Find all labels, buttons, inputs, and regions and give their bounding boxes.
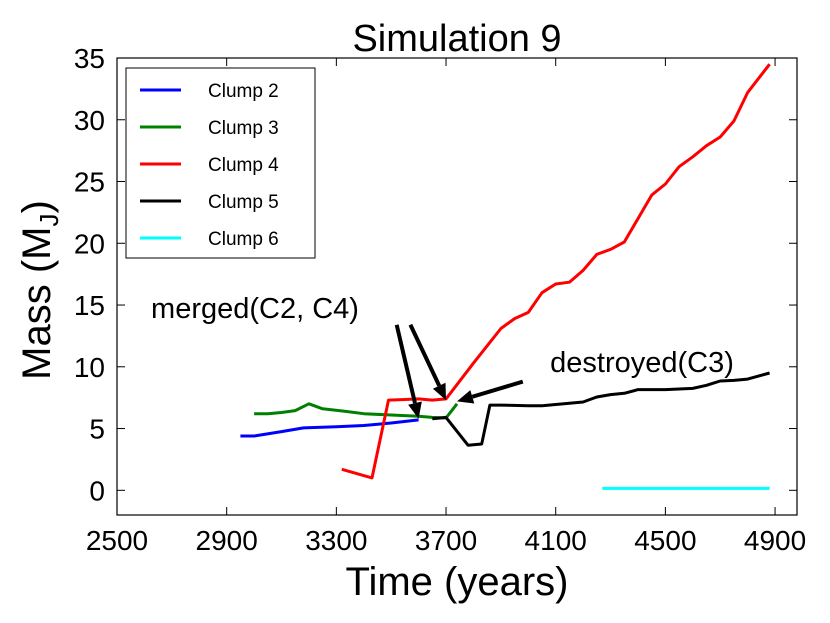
x-axis-label: Time (years) [346,560,569,604]
series-line-clump-3 [254,402,459,420]
annotation-destroyed-arrow-shaft [471,379,524,399]
y-axis-label-subscript: J [34,214,64,227]
legend-label-clump-6: Clump 6 [208,229,279,250]
annotation-destroyed-arrow-head [457,390,475,404]
annotation-destroyed: destroyed(C3) [550,347,734,379]
x-tick-label: 4500 [634,525,696,556]
x-tick-label: 4900 [744,525,806,556]
series-line-clump-5 [432,371,771,447]
annotation-merged-arrow-1-head [408,401,422,419]
y-tick-label: 10 [74,352,105,383]
x-tick-label: 2900 [196,525,258,556]
y-axis-label-close: ) [15,200,59,213]
series-line-clump-2 [240,418,419,438]
legend-label-clump-3: Clump 3 [208,118,279,139]
y-tick-label: 20 [74,228,105,259]
plot-area-frame [116,57,798,516]
x-tick-label: 3700 [415,525,477,556]
legend-label-clump-2: Clump 2 [208,81,279,102]
y-tick-label: 35 [74,43,105,74]
annotation-merged-arrow-2-head [432,382,446,401]
legend-label-clump-4: Clump 4 [208,155,279,176]
legend-label-clump-5: Clump 5 [208,192,279,213]
chart-title: Simulation 9 [352,18,561,60]
x-tick-label: 3300 [305,525,367,556]
x-tick-label: 2500 [86,525,148,556]
y-tick-label: 30 [74,105,105,136]
y-tick-label: 15 [74,290,105,321]
annotation-merged-arrow-1-shaft [394,324,417,404]
series-line-clump-4 [341,63,771,480]
y-tick-label: 0 [89,475,105,506]
y-axis-label: Mass (MJ) [15,200,64,380]
annotation-merged-arrow-2-shaft [408,323,441,387]
x-tick-label: 4100 [525,525,587,556]
y-axis-label-main: Mass (M [15,227,59,380]
annotation-merged: merged(C2, C4) [151,293,359,325]
y-tick-label: 5 [89,414,105,445]
y-tick-label: 25 [74,167,105,198]
